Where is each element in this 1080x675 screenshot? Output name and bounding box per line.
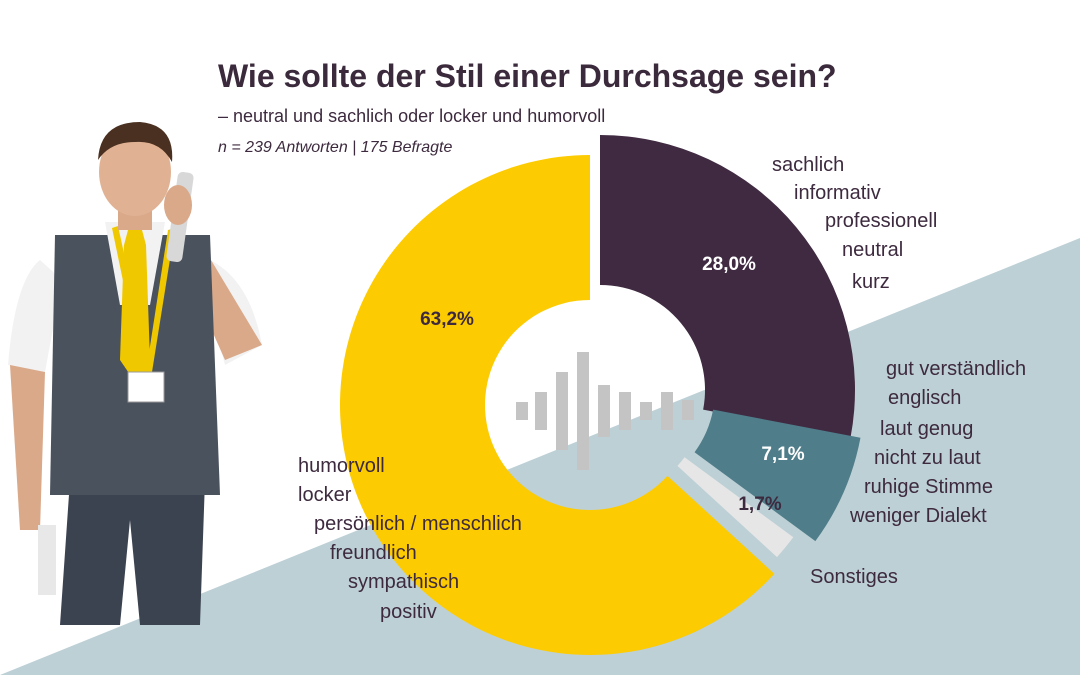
slice-verstaendlich — [694, 409, 861, 542]
descriptor-humorvoll: positiv — [380, 601, 437, 623]
descriptor-humorvoll: freundlich — [330, 542, 417, 564]
waveform-bar — [682, 400, 694, 420]
descriptor-verstaendlich: laut genug — [880, 418, 974, 440]
chart-title: Wie sollte der Stil einer Durchsage sein… — [218, 58, 837, 94]
descriptor-sachlich: informativ — [794, 182, 881, 204]
descriptor-sachlich: sachlich — [772, 154, 845, 176]
waveform-bar — [556, 372, 568, 450]
sample-size-note: n = 239 Antworten | 175 Befragte — [218, 139, 453, 156]
chart-subtitle: – neutral und sachlich oder locker und h… — [218, 106, 606, 126]
waveform-bar — [598, 385, 610, 437]
descriptor-humorvoll: sympathisch — [348, 571, 460, 593]
person-illustration — [8, 122, 262, 625]
descriptor-verstaendlich: weniger Dialekt — [850, 505, 987, 527]
waveform-bar — [619, 392, 631, 430]
waveform-bar — [535, 392, 547, 430]
waveform-bar — [577, 352, 589, 470]
descriptor-humorvoll: persönlich / menschlich — [314, 513, 522, 535]
descriptor-verstaendlich: gut verständlich — [886, 358, 1027, 380]
descriptor-humorvoll: humorvoll — [298, 455, 385, 477]
descriptor-verstaendlich: englisch — [888, 387, 962, 409]
descriptor-humorvoll: locker — [298, 484, 352, 506]
descriptor-sachlich: neutral — [842, 239, 904, 261]
descriptor-verstaendlich: ruhige Stimme — [864, 476, 993, 498]
waveform-bar — [516, 402, 528, 420]
percent-label-humorvoll: 63,2% — [420, 309, 474, 330]
descriptor-sachlich: kurz — [852, 271, 890, 293]
descriptor-verstaendlich: nicht zu laut — [874, 447, 981, 469]
descriptor-sachlich: professionell — [825, 210, 938, 232]
audio-waveform-icon — [516, 352, 694, 470]
slice-sonstiges — [677, 457, 794, 558]
slice-humorvoll — [340, 155, 775, 655]
slice-sachlich — [600, 135, 855, 438]
waveform-bar — [661, 392, 673, 430]
percent-label-verstaendlich: 7,1% — [761, 444, 805, 465]
descriptor-sonstiges: Sonstiges — [810, 566, 898, 588]
waveform-bar — [640, 402, 652, 420]
percent-label-sonstiges: 1,7% — [738, 494, 782, 515]
percent-label-sachlich: 28,0% — [702, 254, 756, 275]
